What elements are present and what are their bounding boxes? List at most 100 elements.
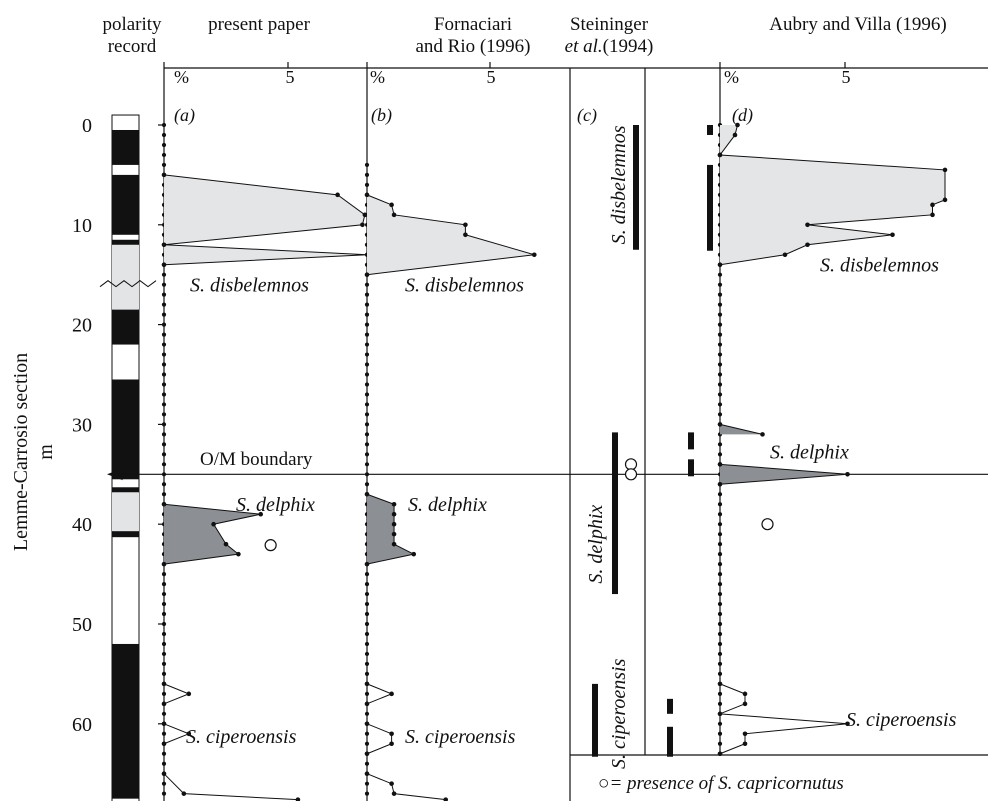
panel-d-disbelemnos-top-point-2 xyxy=(735,122,740,128)
panel-a-zero-dot-32 xyxy=(161,442,167,447)
panel-b-zero-dot-49 xyxy=(364,651,370,657)
panel-d-zero-dot-44 xyxy=(717,721,723,726)
depth-axis-unit: m xyxy=(35,444,57,460)
panel-d-zero-dot-31 xyxy=(717,591,723,597)
panel-d-zero-dot-0 xyxy=(717,282,723,287)
depth-tick-label-0: 0 xyxy=(82,115,92,137)
panel-a-zero-dot-57 xyxy=(161,691,167,696)
panel-a-ciperoensis-point-1 xyxy=(186,691,192,697)
panel-b-delphix-point-6 xyxy=(411,551,417,557)
panel-d-zero-dot-30 xyxy=(717,581,723,587)
panel-a-zero-dot-50 xyxy=(161,621,167,627)
panel-b-ciperoensis-point-6 xyxy=(364,751,370,757)
panel-d-delphix-b-fill xyxy=(720,464,848,485)
panel-d-zero-dot-37 xyxy=(717,651,723,657)
panel-d-delphix-point-1 xyxy=(760,432,765,437)
footnote-symbol: ○ xyxy=(598,773,609,794)
polarity-normal-7 xyxy=(112,643,139,799)
panel-a-delphix-point-2 xyxy=(211,521,216,527)
panel-b-ciperoensis-point-9 xyxy=(391,791,397,796)
header-polarity-line2: record xyxy=(108,36,157,57)
panel-b-ciperoensis-point-2 xyxy=(364,701,370,707)
panel-b-ciperoensis-point-0 xyxy=(364,681,370,687)
panel-a-ciperoensis-point-2 xyxy=(161,701,167,707)
percent-tick-d: 5 xyxy=(842,67,851,87)
panel-b-ciperoensis-point-3 xyxy=(364,721,370,727)
panel-b-disbelemnos-point-2 xyxy=(391,212,397,218)
panel-b-disbelemnos-point-1 xyxy=(389,202,394,208)
panel-b-zero-dot-26 xyxy=(364,422,370,427)
panel-c-range-bar-5 xyxy=(688,432,694,450)
panel-b-zero-dot-53 xyxy=(364,691,370,696)
panel-d-zero-dot-35 xyxy=(717,631,723,637)
panel-b-zero-dot-43 xyxy=(364,591,370,597)
depth-tick-label-40: 40 xyxy=(72,514,92,536)
panel-b-label-ciperoensis: S. ciperoensis xyxy=(405,726,516,748)
panel-a-ciperoensis-point-7 xyxy=(181,791,187,796)
panel-c-capricornutus-0 xyxy=(624,458,638,471)
panel-b-zero-dot-25 xyxy=(364,412,370,417)
percent-tick-b: 5 xyxy=(487,67,496,87)
panel-b-zero-dot-0 xyxy=(364,162,370,168)
panel-b-zero-dot-58 xyxy=(364,741,370,746)
panel-d-delphix-b-point-2 xyxy=(717,481,723,487)
panel-a-zero-dot-26 xyxy=(161,382,167,387)
panel-d-zero-dot-28 xyxy=(717,562,723,567)
panel-a-zero-dot-21 xyxy=(161,332,167,337)
header-aubry: Aubry and Villa (1996) xyxy=(769,14,946,35)
panel-c-capricornutus-1 xyxy=(624,468,638,481)
panel-a-disbelemnos-point-3 xyxy=(360,222,365,228)
panel-d-ciperoensis-line xyxy=(719,683,848,755)
panel-d-disbelemnos-point-7 xyxy=(805,242,810,248)
panel-c-range-bar-7 xyxy=(707,125,713,135)
panel-b-zero-dot-62 xyxy=(364,781,370,786)
panel-c-range-bar-2 xyxy=(592,683,598,757)
header-steininger-line2: et al.(1994) xyxy=(565,36,654,57)
panel-a-zero-dot-1 xyxy=(161,132,167,138)
panel-b-disbelemnos-fill xyxy=(367,194,535,275)
panel-a-zero-dot-46 xyxy=(161,581,167,587)
polarity-uncertain-1 xyxy=(112,492,139,532)
panel-d-zero-dot-9 xyxy=(717,372,723,377)
panel-b-ciperoensis-point-4 xyxy=(389,731,394,737)
depth-tick-label-50: 50 xyxy=(72,614,92,636)
panel-a-zero-dot-2 xyxy=(161,142,167,148)
panel-a-zero-dot-55 xyxy=(161,671,167,677)
percent-symbol-d: % xyxy=(724,67,739,87)
panel-c-label-delphix: S. delphix xyxy=(585,505,607,584)
panel-d-zero-dot-11 xyxy=(717,392,723,397)
panel-b-zero-dot-48 xyxy=(364,641,370,647)
panel-a-zero-dot-4 xyxy=(161,162,167,168)
panel-d-zero-dot-24 xyxy=(717,522,723,527)
panel-b-zero-dot-17 xyxy=(364,332,370,337)
panel-b-delphix-point-5 xyxy=(391,541,397,547)
panel-d-zero-dot-34 xyxy=(717,621,723,627)
panel-d-label-ciperoensis: S. ciperoensis xyxy=(846,709,957,731)
panel-d-delphix-point-0 xyxy=(717,422,723,427)
panel-b-zero-dot-20 xyxy=(364,362,370,367)
panel-d-disbelemnos-point-1 xyxy=(942,167,948,173)
panel-b-delphix-point-2 xyxy=(391,511,397,517)
panel-b-ciperoensis-point-7 xyxy=(364,771,370,776)
panel-b-label-disbelemnos: S. disbelemnos xyxy=(405,275,524,297)
panel-b-delphix-point-0 xyxy=(364,491,370,497)
panel-b-zero-dot-31 xyxy=(364,472,370,477)
panel-a-zero-dot-52 xyxy=(161,641,167,647)
panel-d-delphix-b-point-0 xyxy=(717,462,723,467)
panel-d-zero-dot-22 xyxy=(717,502,723,507)
panel-a-zero-dot-0 xyxy=(161,122,167,128)
panel-b-zero-dot-15 xyxy=(364,312,370,317)
header-steininger-year: (1994) xyxy=(603,36,654,57)
panel-d-disbelemnos-point-6 xyxy=(890,232,895,238)
panel-d-capricornutus-0 xyxy=(761,518,774,531)
polarity-normal-1 xyxy=(112,174,139,235)
panel-b-ciperoensis-point-8 xyxy=(389,781,394,786)
data-layer: S. disbelemnos S. delphix S. ciperoensis S.… xyxy=(161,122,957,801)
panel-tag-a: (a) xyxy=(174,105,195,126)
panel-a-zero-dot-19 xyxy=(161,312,167,317)
panel-d-ciperoensis-point-3 xyxy=(717,711,723,717)
panel-tag-b: (b) xyxy=(371,105,392,126)
panel-b-delphix-point-1 xyxy=(391,501,397,507)
panel-a-zero-dot-45 xyxy=(161,572,167,577)
panel-a-zero-dot-37 xyxy=(161,492,167,497)
